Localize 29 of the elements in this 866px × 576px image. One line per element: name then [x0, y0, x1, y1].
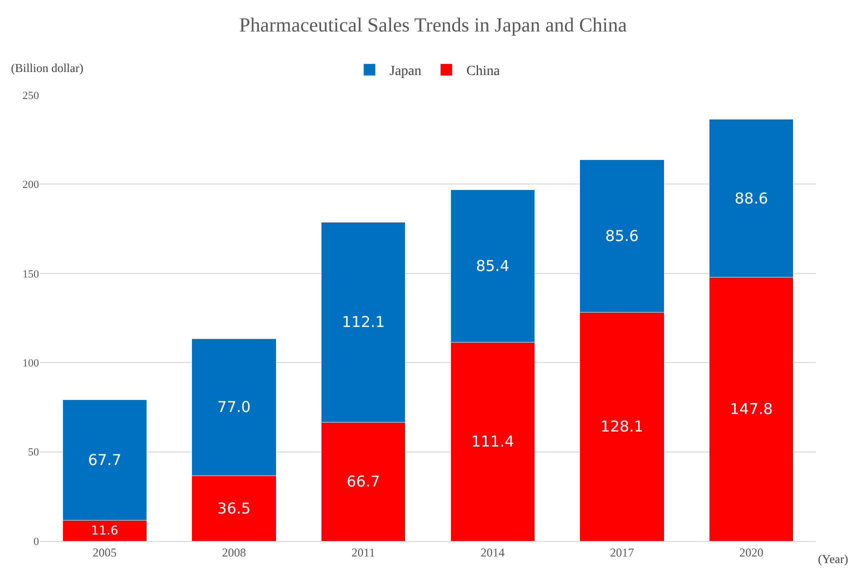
- legend-label: Japan: [390, 64, 422, 80]
- data-label: 88.6: [734, 189, 768, 208]
- data-label: 111.4: [471, 432, 514, 451]
- y-tick-label: 100: [22, 357, 40, 370]
- data-label: 36.5: [217, 499, 251, 518]
- data-label: 128.1: [600, 418, 644, 436]
- legend-label: China: [466, 64, 501, 80]
- x-tick-label: 2008: [222, 545, 246, 560]
- data-label: 85.4: [476, 257, 510, 276]
- data-label: 147.8: [730, 400, 773, 418]
- data-label: 112.1: [342, 313, 385, 332]
- y-tick-label: 50: [28, 446, 40, 459]
- x-tick-label: 2017: [610, 545, 634, 560]
- y-tick-label: 250: [22, 90, 40, 102]
- y-tick-label: 150: [22, 268, 40, 280]
- data-label: 77.0: [217, 398, 251, 416]
- data-label: 66.7: [346, 472, 380, 491]
- x-axis-title: (Year): [818, 552, 848, 566]
- data-label: 67.7: [88, 450, 122, 469]
- x-tick-label: 2020: [739, 545, 764, 560]
- y-tick-label: 200: [22, 179, 40, 192]
- chart-title: Pharmaceutical Sales Trends in Japan and China: [239, 14, 627, 36]
- x-tick-label: 2011: [352, 545, 376, 560]
- data-label: 11.6: [91, 524, 118, 538]
- x-tick-label: 2005: [92, 545, 117, 560]
- y-tick-label: 0: [34, 536, 40, 548]
- data-label: 85.6: [605, 227, 639, 246]
- y-axis-title: (Billion dollar): [11, 61, 84, 75]
- x-tick-label: 2014: [480, 545, 505, 560]
